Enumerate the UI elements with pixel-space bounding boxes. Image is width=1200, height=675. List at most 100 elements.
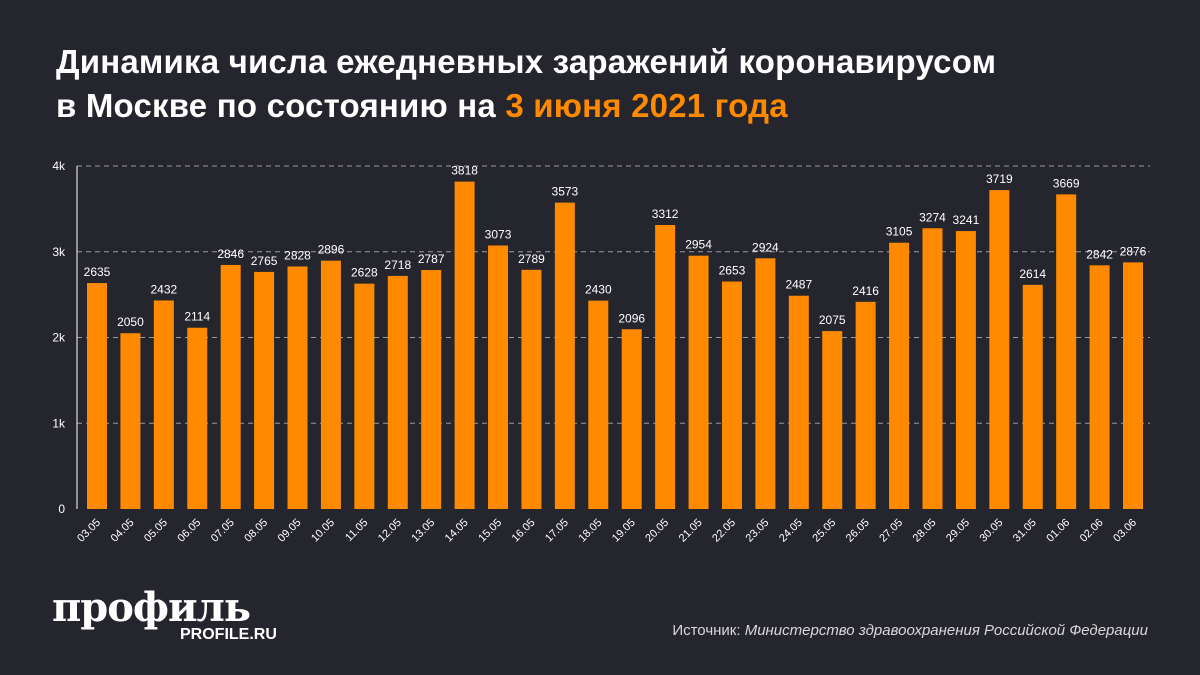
x-tick-label: 25.05 xyxy=(810,517,838,545)
source-note: Источник: Министерство здравоохранения Р… xyxy=(672,622,1148,639)
bar xyxy=(855,301,876,509)
x-tick-label: 17.05 xyxy=(543,517,571,545)
bar xyxy=(287,266,308,509)
x-tick-label: 08.05 xyxy=(242,517,270,545)
bar xyxy=(521,269,542,509)
x-tick-label: 28.05 xyxy=(911,517,939,545)
y-tick-label: 0 xyxy=(58,502,65,516)
x-tick-label: 21.05 xyxy=(677,517,705,545)
x-tick-label: 12.05 xyxy=(376,517,404,545)
title-line-2-prefix: в Москве по состоянию на xyxy=(56,87,506,124)
x-tick-label: 14.05 xyxy=(443,517,471,545)
data-label: 2653 xyxy=(719,264,746,278)
bar xyxy=(320,260,341,509)
data-label: 2954 xyxy=(685,238,712,252)
bar xyxy=(1056,194,1077,510)
data-label: 2114 xyxy=(184,310,210,324)
data-label: 3312 xyxy=(652,207,679,221)
bar xyxy=(1089,265,1110,509)
data-label: 2416 xyxy=(852,284,879,298)
data-label: 2635 xyxy=(84,265,111,279)
x-tick-label: 03.06 xyxy=(1111,517,1139,545)
bar xyxy=(354,283,375,509)
x-tick-label: 07.05 xyxy=(209,517,237,545)
bar xyxy=(755,258,776,509)
x-tick-label: 19.05 xyxy=(610,517,638,545)
y-tick-label: 3k xyxy=(52,245,66,259)
bar xyxy=(721,281,742,509)
bar xyxy=(655,224,676,509)
data-label: 2075 xyxy=(819,313,846,327)
data-label: 3669 xyxy=(1053,176,1080,190)
x-tick-label: 05.05 xyxy=(142,517,170,545)
bar xyxy=(688,255,709,509)
x-tick-label: 26.05 xyxy=(844,517,872,545)
data-label: 3105 xyxy=(886,225,913,239)
x-tick-label: 13.05 xyxy=(409,517,437,545)
bar xyxy=(788,295,809,509)
bar xyxy=(488,245,509,510)
x-tick-label: 09.05 xyxy=(276,517,304,545)
bar xyxy=(621,329,642,509)
data-label: 2828 xyxy=(284,248,311,262)
data-label: 2487 xyxy=(785,278,812,292)
y-tick-label: 4k xyxy=(52,159,66,173)
x-tick-label: 31.05 xyxy=(1011,517,1039,545)
x-tick-label: 01.06 xyxy=(1044,517,1072,545)
data-label: 2718 xyxy=(384,258,411,272)
bar xyxy=(153,300,174,509)
bar xyxy=(822,331,843,509)
bar xyxy=(955,231,976,510)
logo-main-text: профиль xyxy=(52,584,251,631)
bar xyxy=(922,228,943,509)
y-tick-label: 1k xyxy=(52,416,66,430)
profile-logo: профиль PROFILE.RU xyxy=(52,584,277,644)
data-label: 2050 xyxy=(117,315,144,329)
bar xyxy=(454,181,475,509)
data-label: 2846 xyxy=(217,247,244,261)
bar xyxy=(889,242,910,509)
x-tick-label: 02.06 xyxy=(1078,517,1106,545)
bar xyxy=(120,333,141,509)
data-label: 2787 xyxy=(418,252,445,266)
data-label: 3073 xyxy=(485,227,512,241)
bar xyxy=(989,190,1010,509)
chart-title: Динамика числа ежедневных заражений коро… xyxy=(56,40,996,128)
bar xyxy=(421,270,442,509)
x-tick-label: 24.05 xyxy=(777,517,805,545)
bar xyxy=(187,327,208,509)
bar xyxy=(1123,262,1143,509)
data-label: 2876 xyxy=(1120,244,1147,258)
data-label: 3719 xyxy=(986,172,1013,186)
data-label: 3818 xyxy=(451,164,478,178)
bar xyxy=(588,300,609,509)
x-tick-label: 22.05 xyxy=(710,517,738,545)
bar xyxy=(87,283,107,509)
title-line-2: в Москве по состоянию на 3 июня 2021 год… xyxy=(56,84,996,128)
data-label: 2432 xyxy=(150,282,177,296)
source-label: Источник: xyxy=(672,622,745,639)
data-label: 2628 xyxy=(351,266,378,280)
title-line-1: Динамика числа ежедневных заражений коро… xyxy=(56,43,997,80)
x-tick-label: 23.05 xyxy=(744,517,772,545)
x-tick-label: 11.05 xyxy=(343,517,370,544)
data-label: 2789 xyxy=(518,252,545,266)
bar xyxy=(1022,284,1043,509)
data-label: 2614 xyxy=(1019,267,1046,281)
x-tick-label: 20.05 xyxy=(643,517,671,545)
title-date-highlight: 3 июня 2021 года xyxy=(505,87,788,124)
source-value: Министерство здравоохранения Российской … xyxy=(744,622,1148,639)
x-tick-label: 27.05 xyxy=(877,517,905,545)
bar xyxy=(220,264,241,509)
x-tick-label: 10.05 xyxy=(309,517,337,545)
x-tick-label: 29.05 xyxy=(944,517,972,545)
bar xyxy=(554,202,575,510)
logo-sub-text: PROFILE.RU xyxy=(180,626,277,643)
data-label: 3241 xyxy=(953,213,980,227)
x-tick-label: 03.05 xyxy=(75,517,103,545)
x-tick-label: 16.05 xyxy=(510,517,538,545)
data-label: 2924 xyxy=(752,240,779,254)
data-label: 3573 xyxy=(552,185,579,199)
y-tick-label: 2k xyxy=(52,331,66,345)
x-tick-label: 15.05 xyxy=(476,517,504,545)
